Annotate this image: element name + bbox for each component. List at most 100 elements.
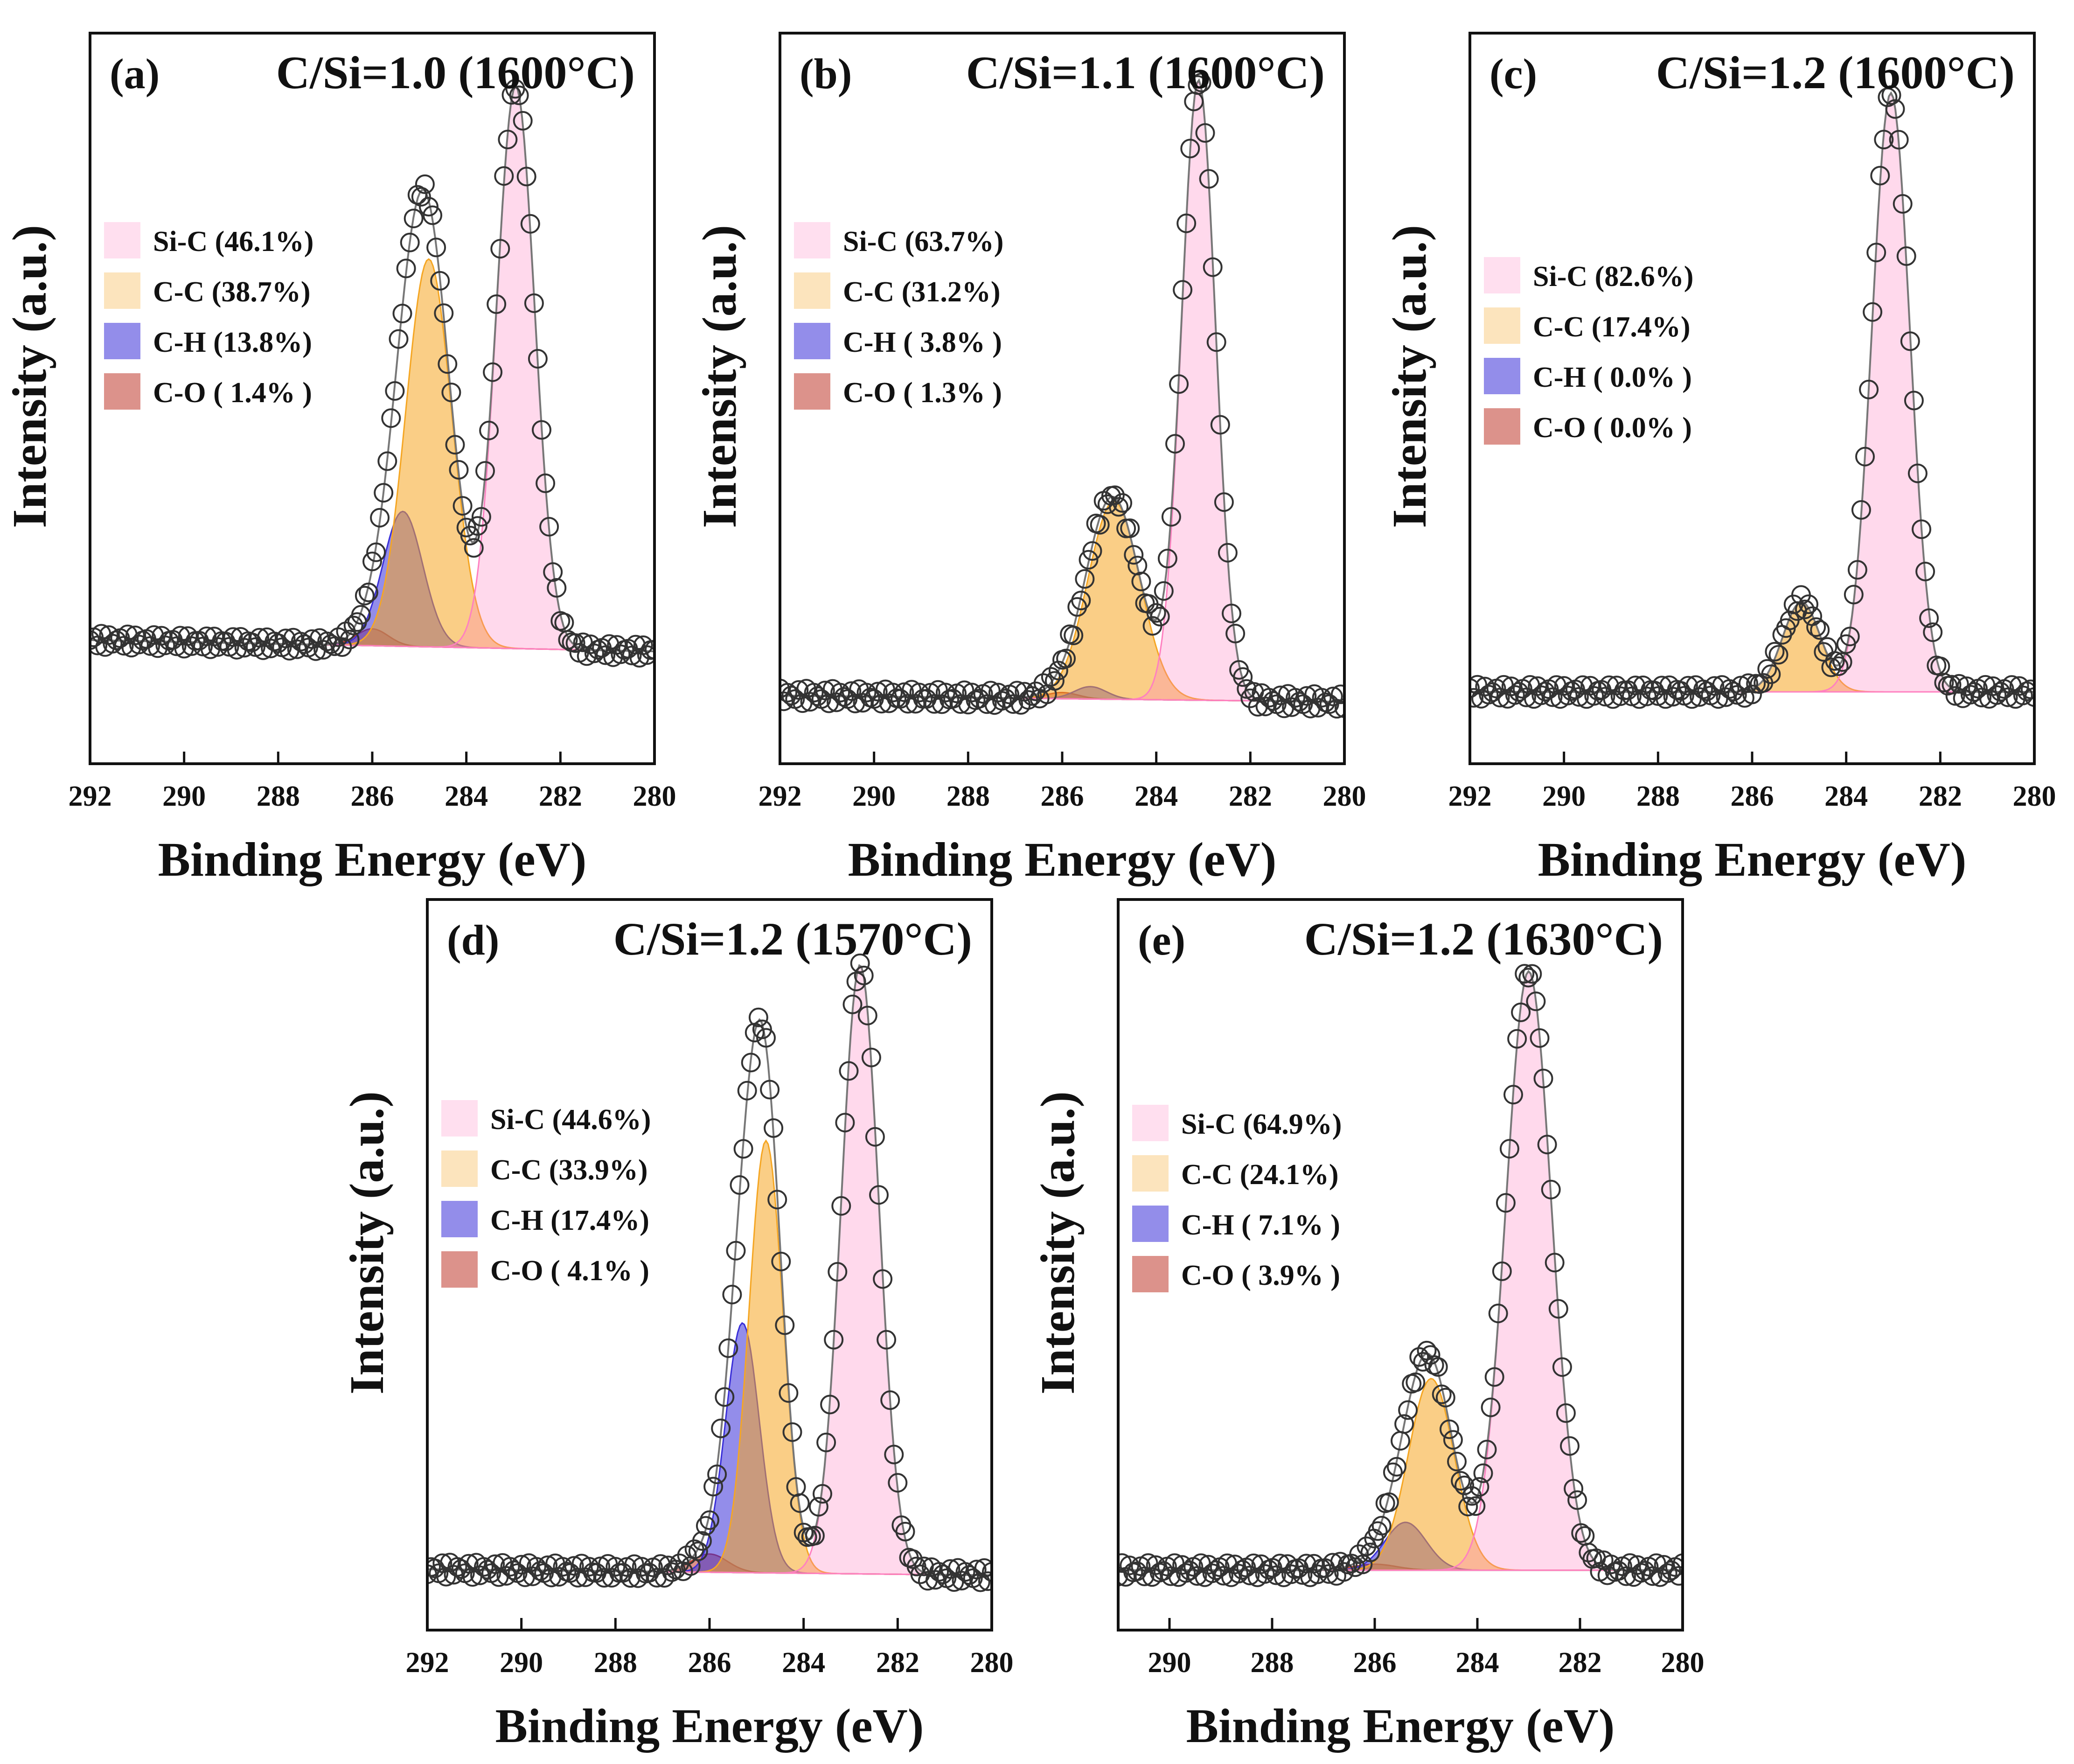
panel-b-data-point bbox=[924, 694, 944, 714]
panel-a-legend-cc: C-C (38.7%) bbox=[153, 276, 311, 308]
panel-e-plot-area bbox=[1118, 964, 1683, 1587]
panel-e-x-tick-label: 284 bbox=[1456, 1647, 1499, 1679]
panel-d-data-point bbox=[877, 1330, 897, 1350]
panel-e-data-point bbox=[1360, 1542, 1380, 1562]
panel-d-data-point bbox=[828, 1262, 848, 1282]
panel-c-data-point bbox=[1889, 130, 1909, 150]
panel-a-data-point bbox=[389, 329, 409, 349]
panel-c-data-point bbox=[1768, 645, 1789, 665]
panel-e-data-point bbox=[1515, 964, 1535, 984]
panel-b-data-point bbox=[898, 694, 918, 714]
panel-e-data-point bbox=[1319, 1564, 1339, 1584]
panel-c-data-point bbox=[1866, 243, 1886, 263]
panel-a-data-point bbox=[532, 420, 551, 440]
panel-b-data-point bbox=[1286, 688, 1306, 708]
panel-d-legend-sic: Si-C (44.6%) bbox=[490, 1104, 651, 1136]
panel-e-data-point bbox=[1533, 1068, 1553, 1088]
panel-b-legend-cc: C-C (31.2%) bbox=[843, 276, 1001, 308]
panel-e-legend-co: C-O ( 3.9% ) bbox=[1181, 1260, 1340, 1291]
panel-b-data-point bbox=[1206, 332, 1226, 352]
panel-e-legend: Si-C (64.9%) C-C (24.1%) C-H ( 7.1% ) C-… bbox=[1132, 1105, 1342, 1292]
panel-b-data-point bbox=[1214, 492, 1234, 512]
panel-d-data-point bbox=[564, 1556, 584, 1576]
panel-c-data-point bbox=[1923, 622, 1943, 642]
panel-a-title: C/Si=1.0 (1600°C) bbox=[276, 47, 635, 98]
panel-c-data-point bbox=[1919, 608, 1939, 628]
panel-b-legend: Si-C (63.7%) C-C (31.2%) C-H ( 3.8% ) C-… bbox=[794, 222, 1003, 410]
panel-d-data-point bbox=[790, 1493, 810, 1513]
panel-d-x-axis-label: Binding Energy (eV) bbox=[495, 1699, 924, 1753]
panel-b-data-point bbox=[1150, 607, 1170, 627]
panel-b-data-point bbox=[789, 680, 809, 700]
panel-d-data-point bbox=[865, 1127, 885, 1147]
panel-a-data-point bbox=[467, 516, 487, 536]
panel-c-legend-co: C-O ( 0.0% ) bbox=[1533, 412, 1692, 444]
panel-a-data-point bbox=[276, 628, 296, 648]
panel-d-data-point bbox=[835, 1113, 855, 1133]
panel-a-data-point bbox=[419, 197, 438, 216]
panel-e-data-point bbox=[1293, 1565, 1313, 1585]
panel-b-legend-co: C-O ( 1.3% ) bbox=[843, 377, 1002, 409]
panel-c-x-tick-label: 286 bbox=[1731, 781, 1774, 812]
panel-e-data-point bbox=[1398, 1400, 1418, 1420]
panel-d-x-ticks: 292 290 288 286 284 282 280 bbox=[406, 1618, 1014, 1679]
panel-e-data-point bbox=[1213, 1566, 1233, 1586]
panel-b-data-point bbox=[977, 694, 997, 714]
panel-d-data-point bbox=[703, 1477, 724, 1497]
panel-e-data-point bbox=[1503, 1085, 1523, 1105]
panel-c-x-tick-label: 290 bbox=[1542, 781, 1586, 812]
panel-b-data-point bbox=[954, 680, 974, 700]
panel-b-title: C/Si=1.1 (1600°C) bbox=[966, 47, 1325, 98]
panel-a-data-point bbox=[513, 111, 533, 131]
panel-c-data-point bbox=[1885, 99, 1905, 119]
panel-c-legend-swatch-sic bbox=[1484, 257, 1520, 293]
panel-e-data-point bbox=[1443, 1430, 1463, 1450]
panel-b-data-point bbox=[1109, 497, 1128, 517]
panel-d-data-point bbox=[884, 1444, 904, 1464]
panel-b-x-ticks: 292 290 288 286 284 282 280 bbox=[759, 752, 1366, 812]
panel-b: Si-C (63.7%) C-C (31.2%) C-H ( 3.8% ) C-… bbox=[693, 32, 1366, 886]
panel-d-data-point bbox=[873, 1269, 893, 1289]
panel-a-data-point bbox=[622, 646, 642, 665]
panel-b-data-point bbox=[1173, 280, 1193, 300]
panel-d-data-point bbox=[967, 1560, 987, 1580]
panel-a-data-point bbox=[441, 383, 461, 403]
panel-e-data-point bbox=[1118, 1567, 1128, 1587]
panel-d-data-point bbox=[771, 1252, 791, 1271]
panel-d-data-point bbox=[861, 1047, 881, 1067]
panel-b-plot-area bbox=[780, 72, 1344, 719]
panel-a-x-tick-label: 292 bbox=[69, 781, 112, 812]
panel-d-data-point bbox=[880, 1390, 900, 1410]
panel-a-data-point bbox=[528, 349, 548, 369]
panel-b-data-point bbox=[1131, 572, 1151, 592]
panel-c-data-point bbox=[1490, 688, 1510, 708]
panel-c-data-point bbox=[1949, 674, 1969, 694]
panel-b-data-point bbox=[883, 683, 903, 703]
panel-e-x-ticks: 290 288 286 284 282 280 bbox=[1148, 1618, 1705, 1679]
panel-a-x-tick-label: 280 bbox=[633, 781, 676, 812]
panel-e-data-point bbox=[1266, 1565, 1286, 1585]
panel-c-data-point bbox=[1934, 673, 1954, 693]
panel-a-data-point bbox=[498, 130, 518, 149]
panel-b-data-point bbox=[1195, 123, 1215, 143]
panel-c-data-point bbox=[1625, 676, 1645, 696]
panel-c-data-point bbox=[1870, 166, 1890, 186]
panel-c-data-point bbox=[1652, 676, 1672, 696]
panel-b-x-tick-label: 282 bbox=[1229, 781, 1272, 812]
panel-b-data-point bbox=[1079, 550, 1099, 570]
panel-a-data-point bbox=[565, 633, 585, 653]
panel-a-legend-co: C-O ( 1.4% ) bbox=[153, 377, 312, 409]
panel-c-data-point bbox=[1907, 463, 1928, 483]
panel-d-data-point bbox=[857, 1005, 877, 1025]
panel-d-data-point bbox=[538, 1555, 558, 1575]
panel-c-legend: Si-C (82.6%) C-C (17.4%) C-H ( 0.0% ) C-… bbox=[1484, 257, 1693, 445]
panel-c-data-point bbox=[1904, 390, 1924, 411]
panel-d-data-point bbox=[756, 1028, 776, 1048]
panel-e-legend-sic: Si-C (64.9%) bbox=[1181, 1109, 1342, 1140]
panel-a-data-point bbox=[374, 483, 394, 503]
panel-b-data-point bbox=[868, 682, 888, 702]
panel-b-data-point bbox=[856, 683, 877, 703]
panel-b-x-tick-label: 286 bbox=[1041, 781, 1084, 812]
panel-c-data-point bbox=[1829, 656, 1849, 676]
panel-a-data-point bbox=[487, 294, 507, 314]
